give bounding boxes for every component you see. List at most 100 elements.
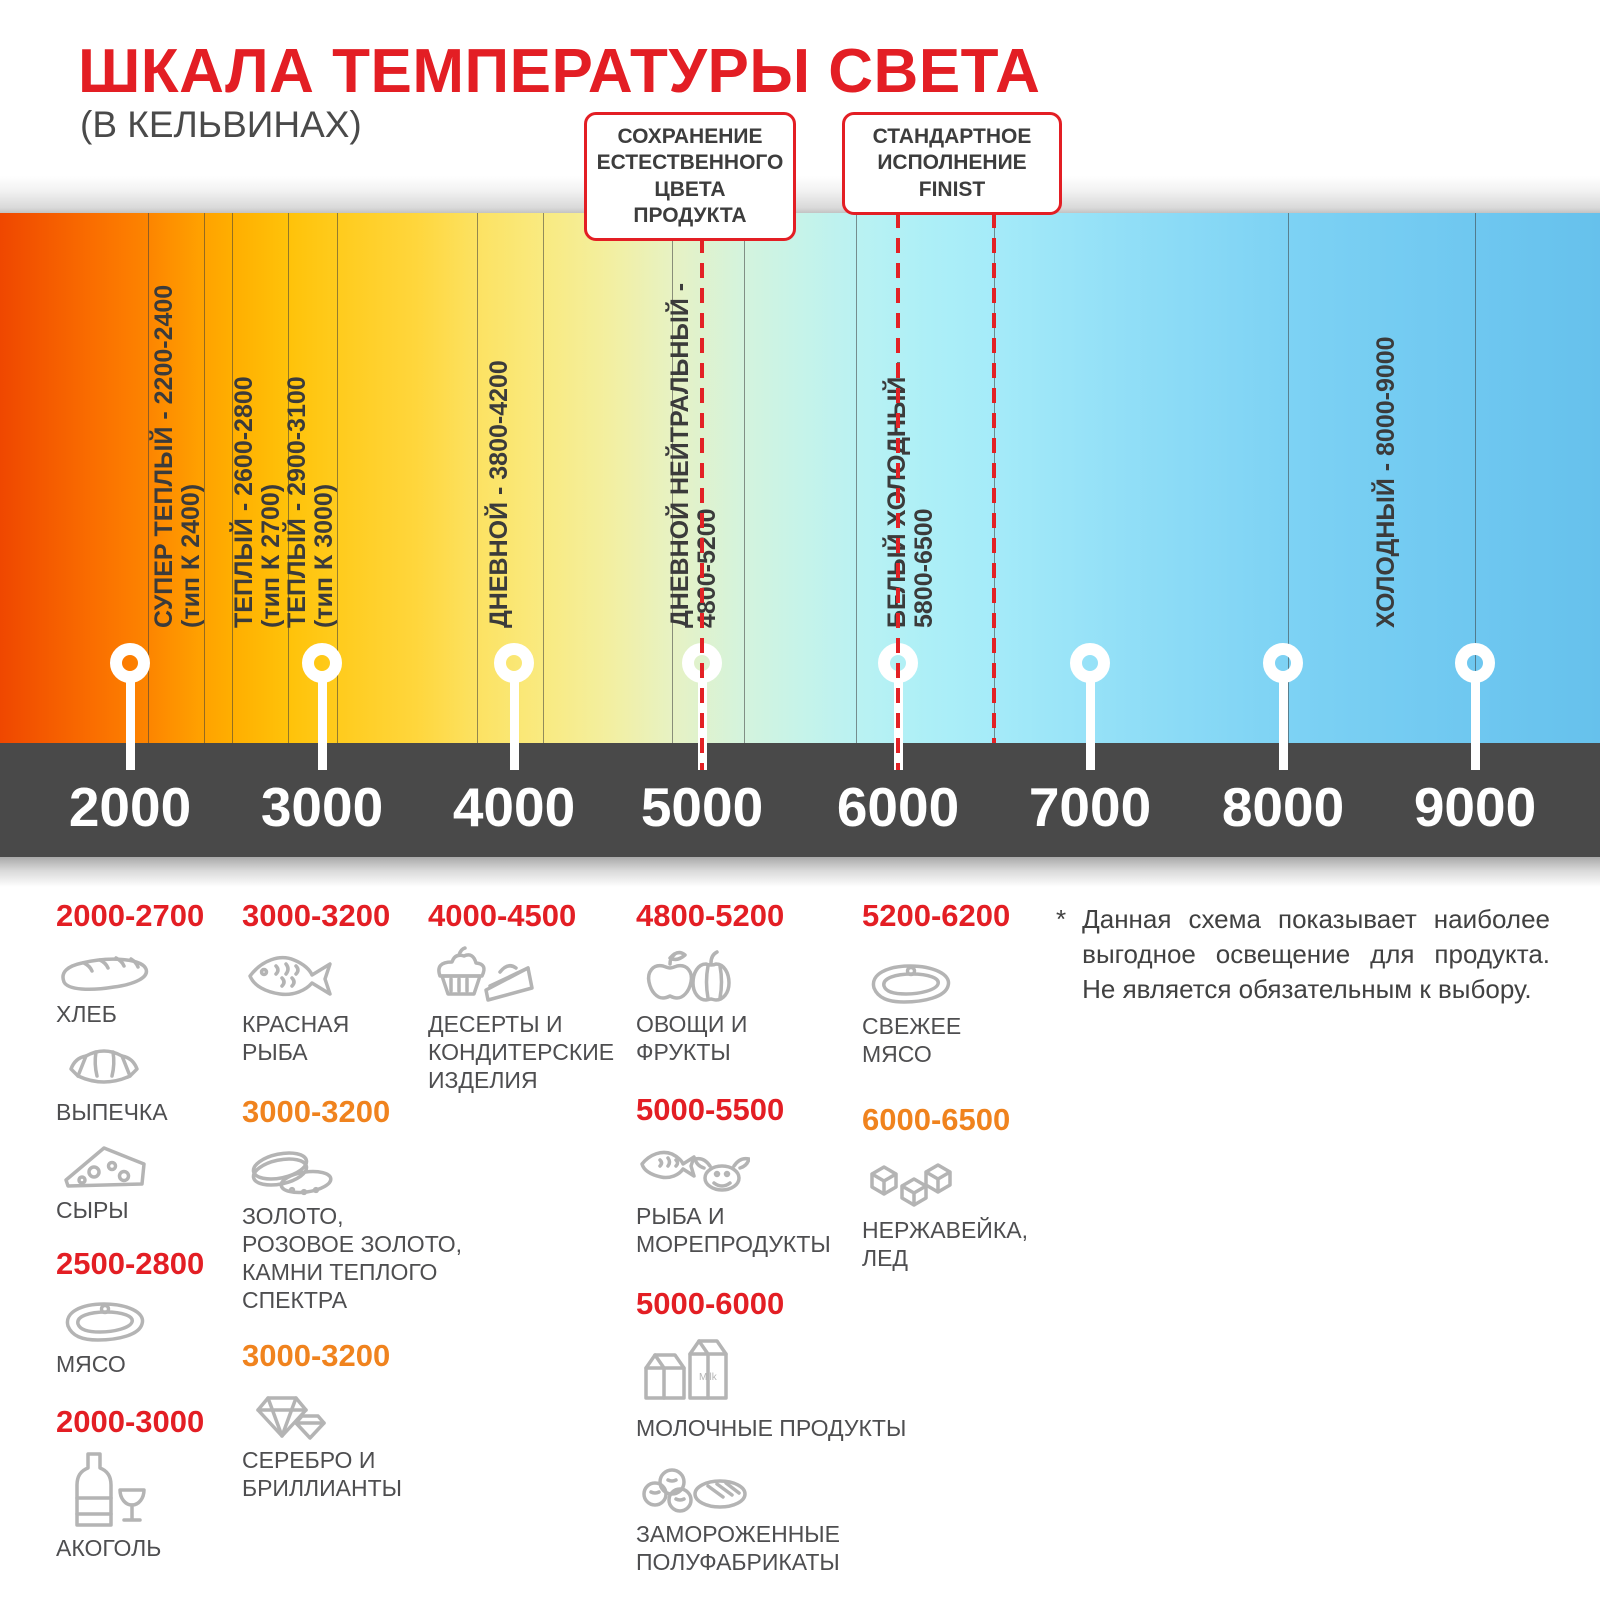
page-subtitle: (В КЕЛЬВИНАХ) (80, 104, 362, 145)
product-label: ОВОЩИ И ФРУКТЫ (636, 1011, 748, 1066)
axis-tick-5000: 5000 (640, 776, 764, 838)
range-heading: 3000-3200 (242, 1094, 391, 1130)
page-title: ШКАЛА ТЕМПЕРАТУРЫ СВЕТА (78, 37, 1041, 106)
cheese-icon (64, 1146, 146, 1188)
section-label-cold-white: БЕЛЫЙ ХОЛОДНЫЙ - 5800-6500 (883, 361, 938, 628)
product-label: МОЛОЧНЫЕ ПРОДУКТЫ (636, 1415, 907, 1442)
marker-2000k (110, 643, 150, 770)
product-label: НЕРЖАВЕЙКА, ЛЕД (862, 1217, 1028, 1272)
product-label: ЗАМОРОЖЕННЫЕ ПОЛУФАБРИКАТЫ (636, 1521, 841, 1576)
marker-9000k (1455, 643, 1495, 770)
marker-ring (1070, 643, 1110, 683)
range-heading: 2000-2700 (56, 898, 205, 933)
marker-4000k (494, 643, 534, 770)
range-heading: 5000-6000 (636, 1286, 785, 1322)
callout-finist-standard: СТАНДАРТНОЕ ИСПОЛНЕНИЕ FINIST (842, 112, 1062, 215)
meat-icon (65, 1302, 145, 1342)
section-label-warm-3000: ТЕПЛЫЙ - 2900-3100 (тип К 3000) (283, 376, 338, 628)
guide-dash-6500 (992, 213, 996, 743)
frozen-food-icon (642, 1468, 747, 1513)
legend-column-2: 3000-3200 КРАСНАЯ РЫБА 3000-3200 ЗОЛОТО,… (242, 898, 482, 1502)
section-divider-line (1288, 213, 1289, 743)
marker-stem (317, 682, 327, 770)
range-heading: 3000-3200 (242, 1338, 391, 1374)
marker-ring (302, 643, 342, 683)
kelvin-axis-bar: 2000 3000 4000 5000 6000 7000 8000 9000 (0, 743, 1600, 857)
range-heading: 3000-3200 (242, 898, 391, 933)
section-label-cold: ХОЛОДНЫЙ - 8000-9000 (1372, 336, 1400, 628)
section-divider-line (1475, 213, 1476, 743)
range-heading: 6000-6500 (862, 1102, 1011, 1138)
section-divider-line (232, 213, 233, 743)
axis-tick-9000: 9000 (1413, 776, 1537, 838)
marker-ring (110, 643, 150, 683)
ice-icon (870, 1163, 952, 1207)
section-label-daylight: ДНЕВНОЙ - 3800-4200 (485, 360, 513, 628)
rings-icon (251, 1151, 333, 1196)
marker-ring (494, 643, 534, 683)
axis-tick-3000: 3000 (260, 776, 384, 838)
guide-dash-6000 (896, 213, 900, 770)
axis-tick-8000: 8000 (1221, 776, 1345, 838)
product-label: ХЛЕБ (56, 1001, 117, 1027)
legend-column-1: 2000-2700 ХЛЕБ ВЫПЕЧКА СЫРЫ 2500-2800 МЯ… (56, 898, 242, 1562)
section-divider-line (744, 213, 745, 743)
milk-icon: Milk (644, 1339, 728, 1400)
product-label: КРАСНАЯ РЫБА (242, 1011, 350, 1066)
product-label: МЯСО (56, 1351, 126, 1378)
axis-tick-2000: 2000 (68, 776, 192, 838)
marker-stem (125, 682, 135, 770)
seafood-icon (640, 1150, 750, 1192)
section-label-warm-2700: ТЕПЛЫЙ - 2600-2800 (тип К 2700) (230, 376, 285, 628)
section-divider-line (288, 213, 289, 743)
vegetables-fruits-icon (646, 950, 731, 1002)
product-label: СЫРЫ (56, 1197, 129, 1224)
legend-column-5: 5200-6200 СВЕЖЕЕ МЯСО 6000-6500 НЕРЖАВЕЙ… (862, 898, 1062, 1272)
marker-stem (1470, 682, 1480, 770)
range-heading: 4000-4500 (428, 898, 577, 933)
desserts-icon (437, 946, 534, 1002)
range-heading: 4800-5200 (636, 898, 785, 933)
product-label: СЕРЕБРО И БРИЛЛИАНТЫ (242, 1447, 403, 1502)
croissant-icon (69, 1049, 139, 1084)
section-divider-line (204, 213, 205, 743)
axis-tick-6000: 6000 (836, 776, 960, 838)
range-heading: 5000-5500 (636, 1092, 785, 1128)
temperature-gradient-band (0, 213, 1600, 743)
product-label: ВЫПЕЧКА (56, 1099, 168, 1126)
marker-3000k (302, 643, 342, 770)
section-divider-line (543, 213, 544, 743)
marker-ring (1263, 643, 1303, 683)
product-label: ДЕСЕРТЫ И КОНДИТЕРСКИЕ ИЗДЕЛИЯ (428, 1011, 615, 1094)
guide-dash-5000 (700, 213, 704, 770)
marker-7000k (1070, 643, 1110, 770)
alcohol-icon (75, 1452, 146, 1527)
product-label: РЫБА И МОРЕПРОДУКТЫ (636, 1203, 831, 1258)
fish-icon (248, 955, 332, 997)
legend-column-4: 4800-5200 ОВОЩИ И ФРУКТЫ 5000-5500 РЫБА … (636, 898, 936, 1576)
svg-text:Milk: Milk (699, 1372, 718, 1383)
band-top-shadow (0, 176, 1600, 213)
section-label-super-warm: СУПЕР ТЕПЛЫЙ - 2200-2400 (тип К 2400) (150, 284, 205, 628)
product-label: ЗОЛОТО, РОЗОВОЕ ЗОЛОТО, КАМНИ ТЕПЛОГО СП… (242, 1203, 462, 1314)
legend-column-3: 4000-4500 ДЕСЕРТЫ И КОНДИТЕРСКИЕ ИЗДЕЛИЯ (428, 898, 628, 1094)
axis-tick-7000: 7000 (1028, 776, 1152, 838)
axis-tick-4000: 4000 (452, 776, 576, 838)
marker-stem (1278, 682, 1288, 770)
section-divider-line (148, 213, 149, 743)
steak-icon (871, 964, 951, 1004)
bar-bottom-shadow (0, 857, 1600, 887)
bread-icon (61, 956, 149, 992)
footnote-text: Данная схема показывает наиболее выгодно… (1082, 904, 1550, 1005)
range-heading: 5200-6200 (862, 898, 1011, 933)
footnote-asterisk: * (1056, 904, 1067, 934)
callout-natural-color: СОХРАНЕНИЕ ЕСТЕСТВЕННОГО ЦВЕТА ПРОДУКТА (584, 112, 796, 241)
marker-ring (1455, 643, 1495, 683)
marker-stem (509, 682, 519, 770)
section-label-daylight-neutral: ДНЕВНОЙ НЕЙТРАЛЬНЫЙ - 4800-5200 (666, 282, 721, 628)
section-divider-line (856, 213, 857, 743)
diamonds-icon (256, 1396, 326, 1441)
product-label: СВЕЖЕЕ МЯСО (862, 1013, 962, 1068)
product-label: АКОГОЛЬ (56, 1535, 162, 1562)
